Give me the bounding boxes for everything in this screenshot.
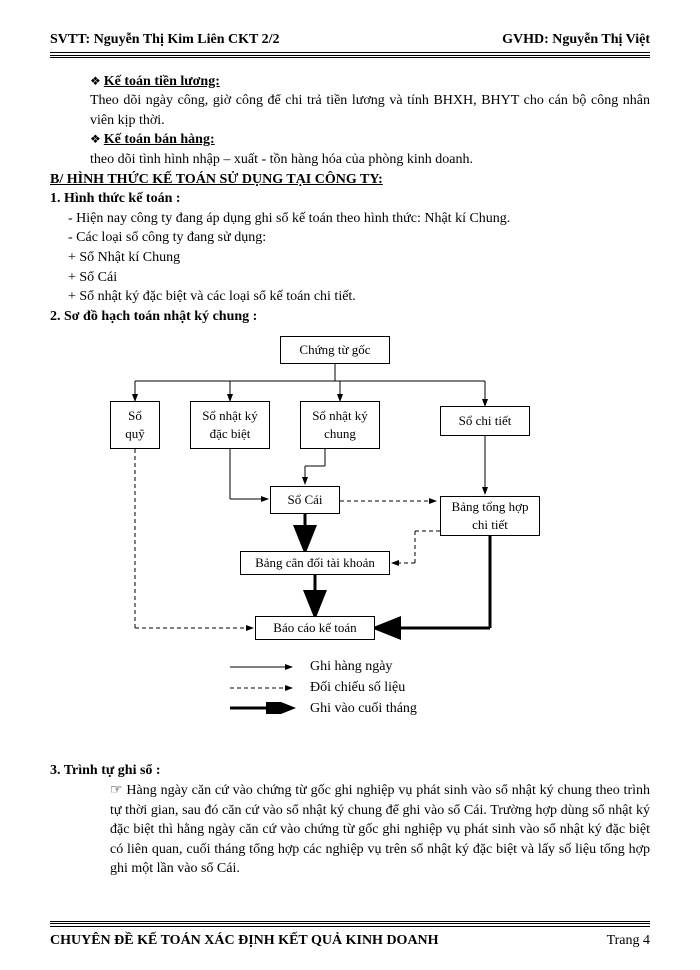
section-b-title: B/ HÌNH THỨC KẾ TOÁN SỬ DỤNG TẠI CÔNG TY… [50, 170, 650, 190]
item1-line4: + Sổ Cái [68, 268, 650, 288]
legend-compare: Đối chiếu số liệu [310, 678, 405, 698]
footer-rule-1 [50, 921, 650, 924]
diamond-icon: ❖ [90, 132, 104, 146]
legend-monthly: Ghi vào cuối tháng [310, 699, 417, 719]
item1-line3: + Sổ Nhật kí Chung [68, 248, 650, 268]
tien-luong-body: Theo dõi ngày công, giờ công để chi trả … [90, 91, 650, 130]
node-bang-can-doi-tai-khoan: Bảng cân đối tài khoản [240, 551, 390, 575]
pointer-icon: ☞ [110, 783, 126, 798]
footer-left: CHUYÊN ĐỀ KẾ TOÁN XÁC ĐỊNH KẾT QUẢ KINH … [50, 931, 439, 951]
page-header: SVTT: Nguyễn Thị Kim Liên CKT 2/2 GVHD: … [50, 30, 650, 50]
header-left: SVTT: Nguyễn Thị Kim Liên CKT 2/2 [50, 30, 280, 50]
node-bao-cao-ke-toan: Báo cáo kế toán [255, 616, 375, 640]
node-so-cai: Sổ Cái [270, 486, 340, 514]
item3-title: 3. Trình tự ghi sổ : [50, 761, 650, 781]
node-bang-tong-hop-chi-tiet: Bảng tổng hợp chi tiết [440, 496, 540, 536]
flowchart-legend: Ghi hàng ngày Đối chiếu số liệu Ghi vào … [230, 656, 417, 719]
node-so-quy: Sổ quỹ [110, 401, 160, 449]
item2-title: 2. Sơ đồ hạch toán nhật ký chung : [50, 307, 650, 327]
ban-hang-title: Kế toán bán hàng: [104, 132, 215, 147]
item1-line2: - Các loại sổ công ty đang sử dụng: [68, 228, 650, 248]
tien-luong-title: Kế toán tiền lương: [104, 74, 220, 89]
node-so-chi-tiet: Sổ chi tiết [440, 406, 530, 436]
footer-right: Trang 4 [607, 931, 650, 951]
header-rule-2 [50, 55, 650, 58]
diamond-icon: ❖ [90, 74, 104, 88]
footer-rule-2 [50, 926, 650, 927]
ban-hang-body: theo dõi tình hình nhập – xuất - tồn hàn… [90, 150, 650, 170]
header-rule-1 [50, 52, 650, 53]
node-so-nhat-ky-dac-biet: Sổ nhật ký đặc biệt [190, 401, 270, 449]
subsection-tien-luong: ❖ Kế toán tiền lương: [90, 72, 650, 92]
item3-body: ☞ Hàng ngày căn cứ vào chứng từ gốc ghi … [110, 781, 650, 879]
node-chung-tu-goc: Chứng từ gốc [280, 336, 390, 364]
flowchart-diagram: Chứng từ gốc Sổ quỹ Sổ nhật ký đặc biệt … [100, 336, 600, 756]
item1-line1: - Hiện nay công ty đang áp dụng ghi sổ k… [68, 209, 650, 229]
page-footer: CHUYÊN ĐỀ KẾ TOÁN XÁC ĐỊNH KẾT QUẢ KINH … [50, 931, 650, 951]
item1-line5: + Sổ nhật ký đặc biệt và các loại sổ kế … [68, 287, 650, 307]
header-right: GVHD: Nguyễn Thị Việt [502, 30, 650, 50]
item1-title: 1. Hình thức kế toán : [50, 189, 650, 209]
node-so-nhat-ky-chung: Sổ nhật ký chung [300, 401, 380, 449]
legend-daily: Ghi hàng ngày [310, 657, 392, 677]
subsection-ban-hang: ❖ Kế toán bán hàng: [90, 130, 650, 150]
